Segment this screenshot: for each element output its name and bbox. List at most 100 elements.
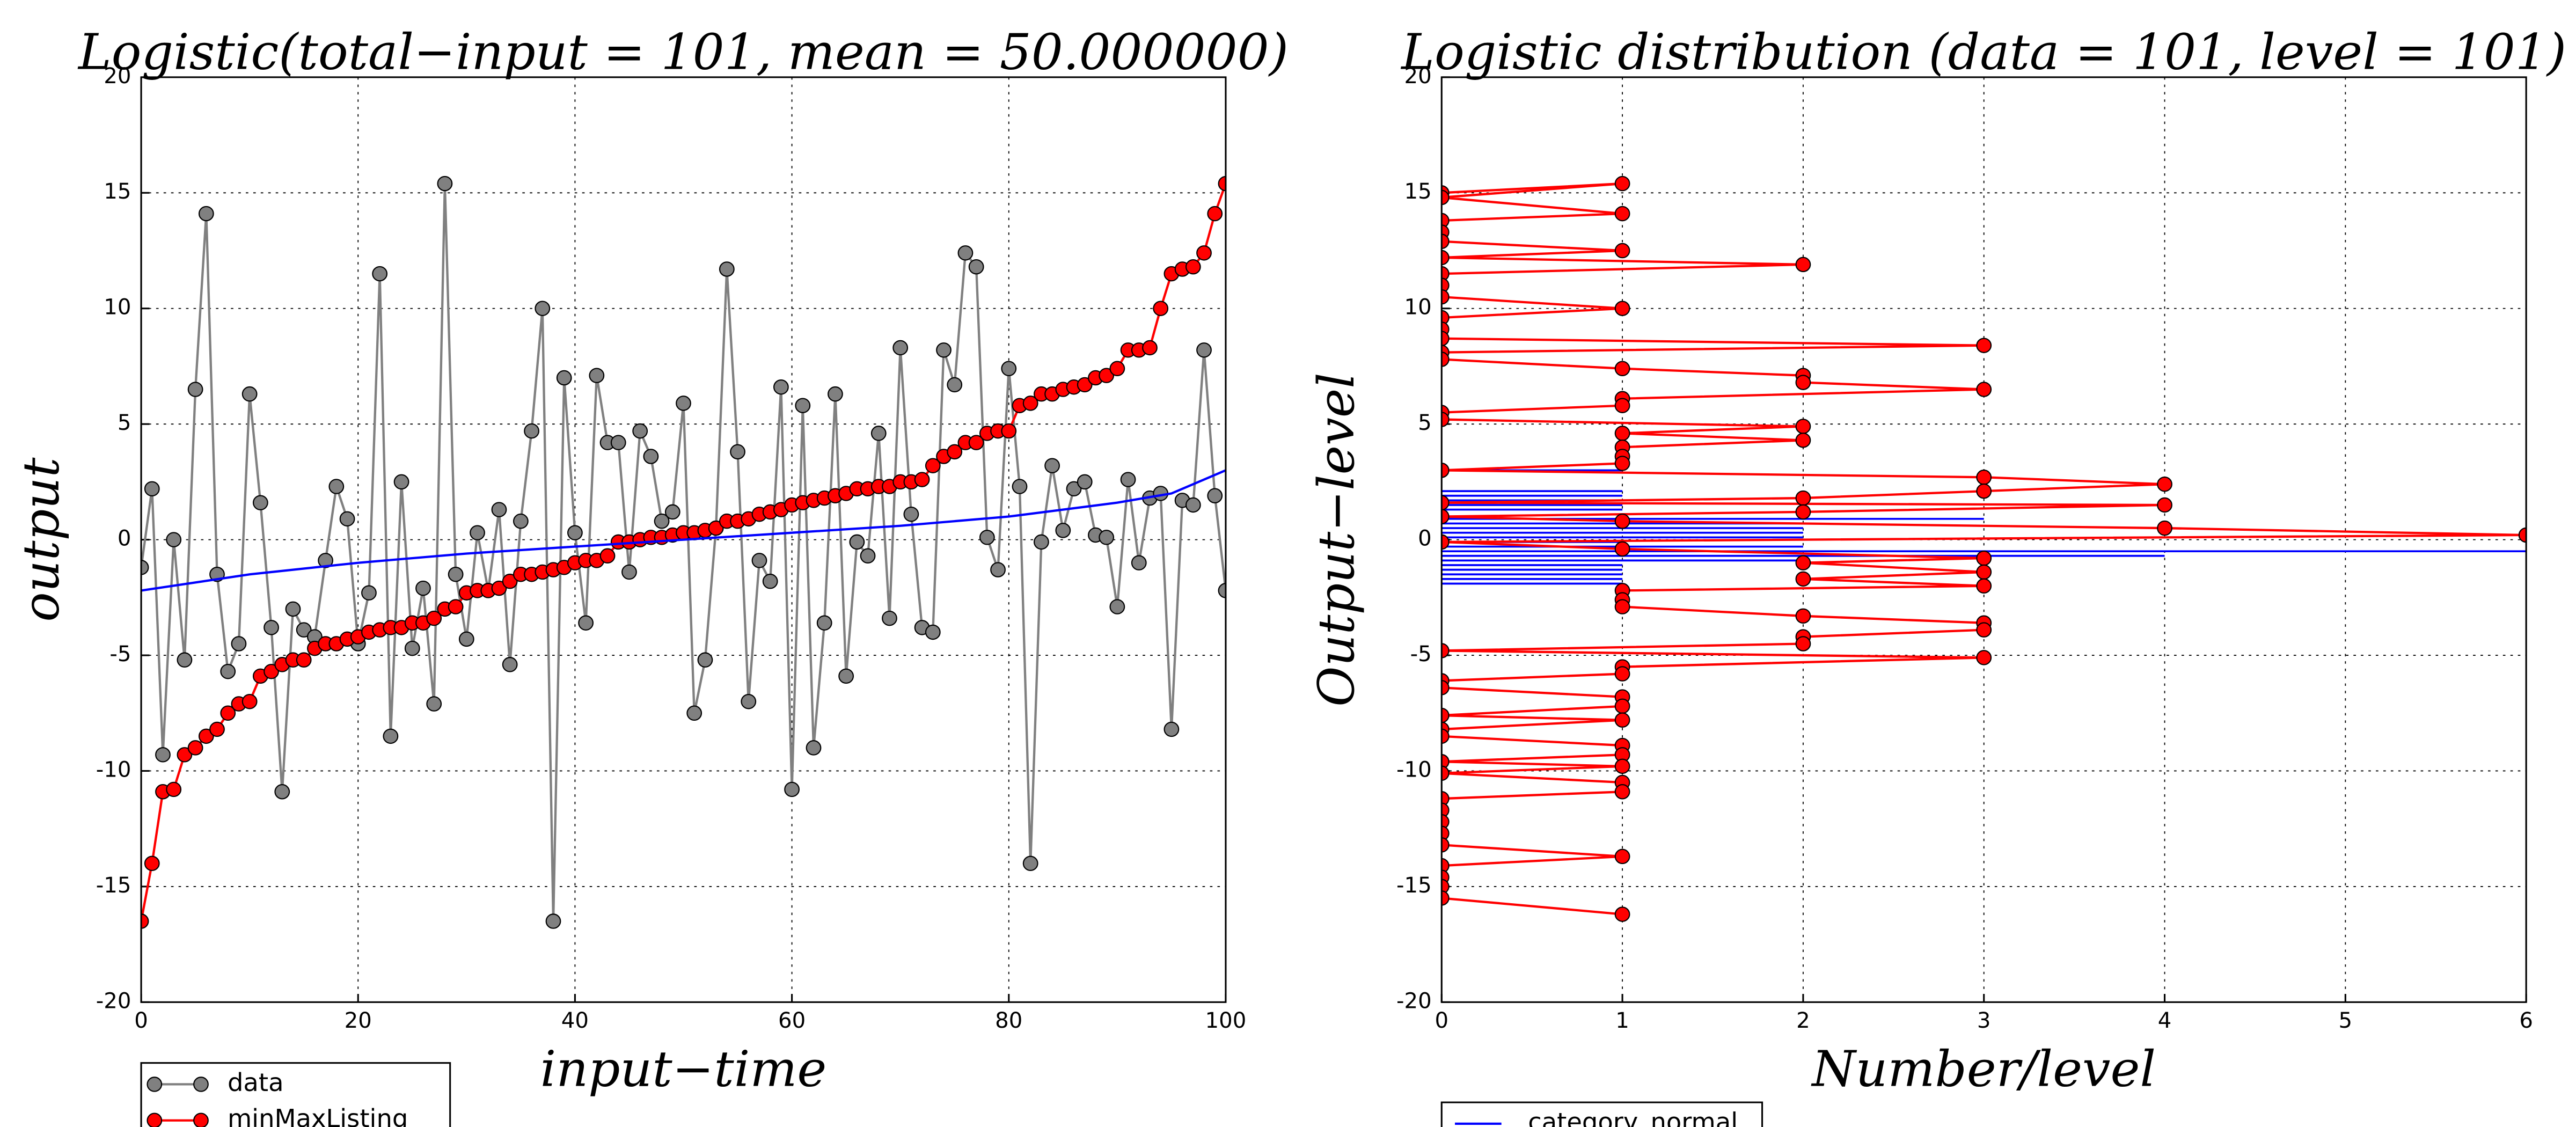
legend-box	[140, 1062, 451, 1127]
x-tick-label: 60	[778, 1008, 806, 1033]
x-tick-label: 2	[1796, 1008, 1810, 1033]
point	[231, 636, 247, 652]
point	[1614, 848, 1630, 865]
x-tick-label: 5	[2339, 1008, 2353, 1033]
point	[751, 553, 767, 568]
point	[730, 444, 745, 460]
point	[936, 342, 952, 358]
legend-label: minMaxListing	[228, 1104, 408, 1127]
y-tick-label: 0	[118, 526, 131, 551]
legend-marker	[193, 1077, 209, 1092]
point	[664, 504, 680, 520]
point	[979, 530, 995, 545]
chart-title: Logistic(total−input = 101, mean = 50.00…	[77, 23, 1289, 80]
point	[1109, 599, 1125, 614]
point	[1614, 666, 1630, 682]
point	[1153, 301, 1169, 316]
point	[448, 599, 464, 614]
point	[1022, 396, 1038, 411]
point	[654, 513, 670, 529]
point	[361, 585, 377, 601]
point	[1795, 490, 1811, 506]
point	[177, 747, 193, 763]
point	[784, 781, 800, 797]
point	[1614, 698, 1630, 714]
point	[141, 560, 149, 575]
point	[339, 511, 355, 527]
point	[426, 696, 442, 712]
x-tick-label: 0	[134, 1008, 148, 1033]
point	[415, 580, 431, 596]
point	[1614, 206, 1630, 222]
point	[741, 693, 757, 709]
point	[1614, 906, 1630, 922]
x-tick-label: 0	[1435, 1008, 1448, 1033]
point	[556, 370, 572, 386]
point	[1795, 504, 1811, 520]
point	[264, 620, 279, 635]
point	[448, 567, 464, 582]
y-tick-label: -20	[1396, 989, 1432, 1013]
y-tick-label: -15	[1396, 873, 1432, 898]
point	[1614, 513, 1630, 529]
y-tick-label: 20	[1404, 64, 1432, 89]
point	[892, 340, 909, 356]
point	[274, 784, 290, 800]
plot-frame	[140, 76, 1227, 1003]
point	[1207, 206, 1223, 222]
point	[816, 615, 832, 631]
point	[1976, 578, 1992, 594]
point	[621, 564, 637, 580]
point	[166, 532, 182, 547]
point	[513, 513, 529, 529]
point	[643, 449, 659, 464]
point	[187, 740, 203, 756]
point	[1614, 426, 1630, 441]
point	[1185, 259, 1201, 275]
point	[1034, 534, 1049, 550]
point	[1795, 608, 1811, 624]
point	[686, 705, 702, 721]
point	[762, 573, 778, 589]
point	[458, 631, 474, 647]
point	[1614, 599, 1630, 614]
point	[241, 386, 258, 402]
point	[860, 548, 876, 564]
y-tick-label: -15	[96, 873, 131, 898]
point	[676, 396, 691, 411]
point	[220, 663, 236, 679]
x-axis-label: input−time	[540, 1040, 827, 1097]
legend-marker	[147, 1077, 163, 1092]
point	[697, 652, 713, 668]
series-line	[141, 469, 1226, 592]
x-tick-label: 100	[1205, 1008, 1247, 1033]
point	[1614, 784, 1630, 800]
point	[1976, 470, 1992, 485]
point	[925, 458, 941, 473]
x-tick-label: 6	[2519, 1008, 2533, 1033]
y-tick-label: -10	[96, 758, 131, 782]
point	[2157, 497, 2172, 513]
point	[1099, 530, 1115, 545]
point	[426, 610, 442, 626]
legend-label: data	[228, 1068, 284, 1097]
legend-label: category_normal	[1528, 1108, 1738, 1127]
point	[383, 728, 399, 744]
point	[1795, 571, 1811, 587]
y-tick-label: 15	[1404, 179, 1432, 204]
y-tick-label: 10	[104, 295, 131, 320]
point	[296, 652, 312, 668]
point	[1614, 301, 1630, 316]
point	[957, 245, 974, 261]
point	[1077, 474, 1093, 490]
point	[1055, 523, 1071, 538]
point	[404, 640, 420, 656]
point	[1207, 488, 1223, 503]
x-tick-label: 20	[345, 1008, 372, 1033]
point	[524, 423, 539, 439]
x-tick-label: 3	[1977, 1008, 1991, 1033]
point	[241, 693, 258, 709]
legend-marker	[147, 1113, 163, 1127]
x-axis-label: Number/level	[1811, 1040, 2156, 1097]
